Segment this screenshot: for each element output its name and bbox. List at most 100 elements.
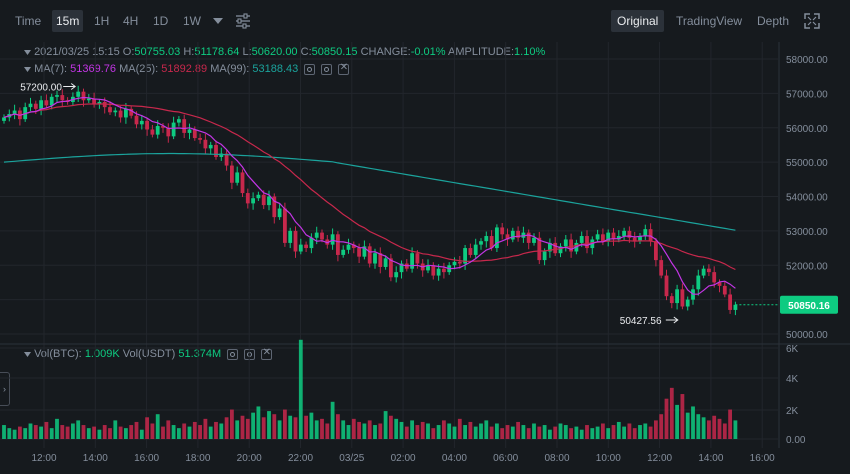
fullscreen-icon[interactable] <box>804 13 820 29</box>
volume-bar <box>108 428 112 439</box>
volume-bar <box>161 426 165 439</box>
volume-bar <box>701 417 706 439</box>
ma-visibility-eye-icon[interactable] <box>304 63 316 75</box>
interval-15m[interactable]: 15m <box>52 10 84 32</box>
vol-btc-label: Vol(BTC): <box>34 348 82 360</box>
candle-body <box>643 229 648 237</box>
time-button[interactable]: Time <box>15 14 42 28</box>
candle-body <box>457 261 462 264</box>
low-arrow-icon <box>665 316 679 324</box>
volume-bar <box>595 426 600 439</box>
volume-bar <box>314 420 319 439</box>
volume-bar <box>521 425 526 439</box>
ma-close-icon[interactable]: ✕ <box>338 61 350 75</box>
volume-bar <box>92 426 96 439</box>
candle-body <box>55 95 59 97</box>
candle-body <box>86 98 91 101</box>
volume-bar <box>139 429 144 439</box>
volume-bar <box>505 425 510 439</box>
volume-bar <box>44 421 49 439</box>
view-original[interactable]: Original <box>611 10 665 32</box>
candle-body <box>548 242 552 252</box>
volume-bar <box>336 414 340 439</box>
candle-body <box>39 100 43 109</box>
candle-body <box>606 232 611 242</box>
indicator-settings-icon[interactable] <box>235 13 251 29</box>
time-tick-label: 08:00 <box>544 453 569 464</box>
interval-1h[interactable]: 1H <box>94 14 110 28</box>
candle-body <box>452 261 457 266</box>
volume-bar <box>495 423 499 439</box>
interval-1w[interactable]: 1W <box>183 14 201 28</box>
candle-body <box>134 115 139 125</box>
vol-collapse-caret-icon[interactable] <box>24 351 31 358</box>
candle-body <box>654 241 658 261</box>
ma-settings-icon[interactable] <box>321 63 333 75</box>
time-tick-label: 22:00 <box>288 453 313 464</box>
candle-date: 2021/03/25 15:15 <box>34 46 120 58</box>
volume-bar <box>23 428 28 439</box>
time-tick-label: 06:00 <box>493 453 518 464</box>
interval-4h[interactable]: 4H <box>123 14 139 28</box>
candle-body <box>680 289 685 307</box>
volume-bar <box>691 406 695 439</box>
candle-body <box>431 265 436 276</box>
time-tick-label: 02:00 <box>391 453 416 464</box>
candle-body <box>707 268 711 273</box>
candle-body <box>537 237 542 261</box>
volume-bar <box>373 425 377 439</box>
volume-bar <box>648 426 653 439</box>
candle-body <box>187 129 192 133</box>
view-tradingview[interactable]: TradingView <box>676 14 743 28</box>
expand-side-panel-tab[interactable]: › <box>0 372 10 406</box>
volume-bar <box>510 426 515 439</box>
candle-body <box>595 234 600 240</box>
view-depth[interactable]: Depth <box>757 14 790 28</box>
volume-bar <box>394 418 399 439</box>
interval-1d[interactable]: 1D <box>153 14 169 28</box>
candle-body <box>701 268 706 276</box>
candle-body <box>298 244 303 252</box>
volume-bar <box>293 417 298 439</box>
candle-body <box>383 258 388 267</box>
collapse-caret-icon[interactable] <box>24 49 31 56</box>
candle-body <box>251 198 255 204</box>
candle-body <box>669 296 674 304</box>
more-intervals-caret-icon[interactable] <box>213 17 223 25</box>
candle-body <box>219 153 224 157</box>
candle-body <box>60 95 65 101</box>
ma-collapse-caret-icon[interactable] <box>24 66 31 73</box>
candle-body <box>516 230 520 238</box>
ma99-line <box>3 152 736 231</box>
vol-usdt-label: Vol(USDT) <box>122 348 176 360</box>
time-tick-label: 16:00 <box>750 453 775 464</box>
volume-bar <box>457 418 462 439</box>
volume-bar <box>717 418 722 439</box>
candle-body <box>399 263 404 273</box>
candle-body <box>659 260 664 276</box>
vol-settings-icon[interactable] <box>244 348 256 360</box>
candle-body <box>277 208 282 218</box>
change-label: CHANGE: <box>360 46 411 58</box>
candle-body <box>208 144 213 149</box>
vol-close-icon[interactable]: ✕ <box>261 346 273 360</box>
volume-bar <box>288 415 293 439</box>
candle-body <box>410 253 414 269</box>
candle-body <box>362 246 367 257</box>
volume-bar <box>707 420 711 439</box>
open-label: O: <box>122 46 135 58</box>
candle-body <box>473 244 478 255</box>
vol-visibility-eye-icon[interactable] <box>227 348 239 360</box>
volume-bar <box>579 429 584 439</box>
candle-body <box>442 268 446 273</box>
high-arrow-icon <box>63 83 77 90</box>
ma25-value: 51892.89 <box>161 63 208 75</box>
volume-bar <box>415 425 420 439</box>
volume-bar <box>601 423 605 439</box>
candle-body <box>696 275 701 290</box>
candle-body <box>722 285 727 295</box>
candle-body <box>177 119 181 123</box>
candle-body <box>479 241 483 245</box>
ohlc-legend: 2021/03/25 15:15 O:50755.03 H:51178.64 L… <box>24 46 545 58</box>
